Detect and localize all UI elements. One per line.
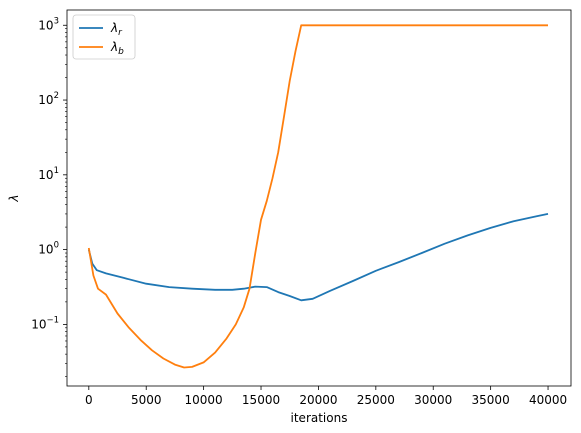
- x-tick-label: 0: [85, 393, 93, 407]
- x-tick-label: 15000: [242, 393, 280, 407]
- series-line-b: [87, 24, 548, 369]
- x-tick-label: 25000: [357, 393, 395, 407]
- x-axis-title: iterations: [291, 411, 348, 425]
- plot-area: [67, 10, 571, 386]
- y-tick-label: 100: [38, 241, 59, 257]
- x-tick-label: 5000: [131, 393, 162, 407]
- x-tick-label: 35000: [472, 393, 510, 407]
- series-layer: [87, 24, 549, 369]
- x-tick-label: 40000: [529, 393, 567, 407]
- legend-box: [72, 14, 136, 60]
- legend: λr λb: [72, 14, 136, 60]
- x-tick-label: 30000: [414, 393, 452, 407]
- y-tick-label: 10−1: [31, 315, 59, 331]
- y-axis-title: λ: [7, 194, 21, 202]
- x-tick-label: 10000: [185, 393, 223, 407]
- x-tick-label: 20000: [299, 393, 337, 407]
- legend-label-r: λr: [110, 21, 123, 38]
- y-tick-label: 103: [38, 16, 59, 32]
- y-tick-label: 102: [38, 91, 59, 107]
- y-axis-ticks: 10−1 100 101 102 103: [31, 16, 67, 377]
- y-tick-label: 101: [38, 166, 59, 182]
- x-axis-ticks: 0 5000 10000 15000 20000 25000 30000 35000 40000: [85, 386, 567, 407]
- plot-frame: [66, 9, 572, 387]
- legend-label-b: λb: [110, 40, 124, 57]
- series-line-r: [87, 213, 549, 302]
